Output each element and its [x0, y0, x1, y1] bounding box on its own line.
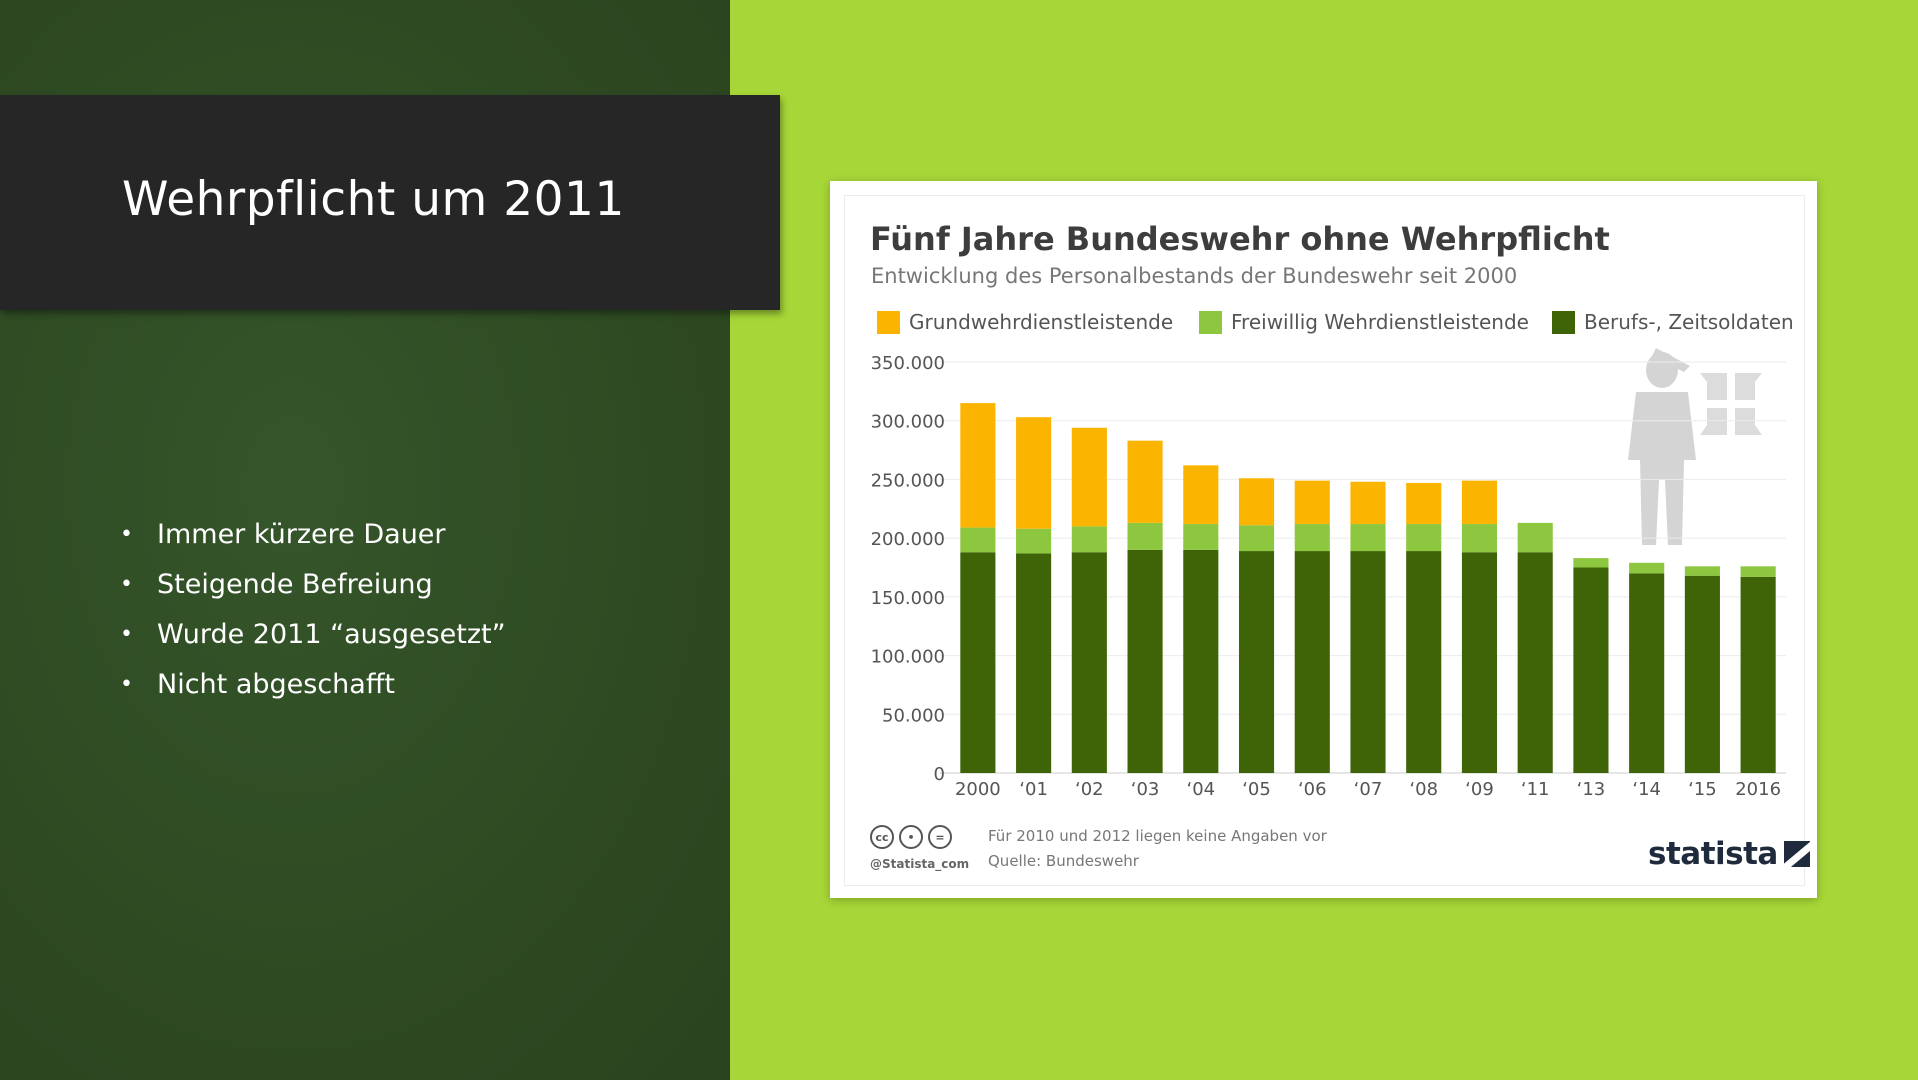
legend-label-freiwillig: Freiwillig Wehrdienstleistende: [1231, 310, 1529, 334]
bar-segment: [1350, 481, 1386, 525]
bar-segment: [1183, 524, 1219, 550]
x-tick-label: 2016: [1735, 779, 1781, 800]
cc-icon: cc: [870, 825, 894, 849]
bar-segment: [1406, 551, 1442, 773]
bar-segment: [1517, 522, 1553, 553]
bar-segment: [1350, 551, 1386, 773]
x-tick-label: ‘05: [1242, 779, 1271, 800]
y-tick-label: 50.000: [882, 705, 945, 726]
bullet-item: Immer kürzere Dauer: [120, 510, 506, 560]
bar-segment: [1684, 575, 1720, 773]
legend-swatch-grundwehr: [877, 310, 900, 334]
bar-segment: [1684, 566, 1720, 576]
chart-subtitle: Entwicklung des Personalbestands der Bun…: [871, 264, 1518, 288]
soldier-silhouette-icon: [1628, 392, 1696, 545]
bar-segment: [1740, 576, 1776, 773]
bar-segment: [1071, 552, 1107, 773]
slide-title: Wehrpflicht um 2011: [122, 172, 625, 227]
bar-segment: [1294, 524, 1330, 552]
bar-segment: [1629, 573, 1665, 773]
x-tick-label: ‘06: [1298, 779, 1327, 800]
bar-segment: [1016, 528, 1052, 554]
x-tick-label: ‘01: [1019, 779, 1048, 800]
title-bar: [0, 95, 780, 310]
bar-chart: 0 50.000 100.000 150.000 200.000 250.000 300.0…: [871, 348, 1786, 800]
license-icons: cc • =: [870, 825, 952, 849]
x-tick-label: 2000: [955, 779, 1001, 800]
chart-footnote: Für 2010 und 2012 liegen keine Angaben v…: [988, 827, 1327, 845]
bar-segment: [1461, 552, 1498, 773]
y-tick-label: 350.000: [871, 353, 945, 374]
x-tick-label: ‘15: [1688, 779, 1717, 800]
bullet-item: Nicht abgeschafft: [120, 660, 506, 710]
x-tick-label: ‘02: [1075, 779, 1104, 800]
x-tick-label: ‘13: [1577, 779, 1606, 800]
x-tick-label: ‘07: [1354, 779, 1383, 800]
x-tick-label: ‘08: [1409, 779, 1438, 800]
bar-segment: [1461, 480, 1498, 525]
bullet-list: Immer kürzere Dauer Steigende Befreiung …: [120, 510, 506, 710]
bar-segment: [1461, 524, 1498, 553]
chart-title: Fünf Jahre Bundeswehr ohne Wehrpflicht: [870, 220, 1610, 258]
bar-segment: [1238, 551, 1275, 773]
bar-segment: [1016, 417, 1052, 529]
legend-item-freiwillig: Freiwillig Wehrdienstleistende: [1199, 309, 1529, 335]
statista-handle: @Statista_com: [870, 857, 970, 871]
bar-segment: [1573, 567, 1609, 773]
bar-segment: [1127, 549, 1163, 773]
chart-source: Quelle: Bundeswehr: [988, 852, 1139, 870]
bar-segment: [1294, 551, 1330, 773]
statista-mark-icon: [1783, 841, 1810, 867]
statista-wordmark: statista: [1648, 836, 1778, 872]
bar-segment: [1573, 558, 1609, 568]
legend-item-grundwehr: Grundwehrdienstleistende: [877, 309, 1173, 335]
y-tick-label: 300.000: [871, 412, 945, 433]
bar-segment: [1016, 553, 1052, 773]
bar-segment: [1127, 440, 1163, 523]
bar-segment: [1406, 482, 1442, 525]
x-tick-label: ‘04: [1186, 779, 1215, 800]
y-tick-label: 0: [934, 764, 945, 785]
iron-cross-divider: [1700, 400, 1762, 408]
legend-label-berufs: Berufs-, Zeitsoldaten: [1584, 310, 1794, 334]
bar-segment: [1071, 526, 1107, 553]
x-tick-label: ‘11: [1521, 779, 1550, 800]
bar-segment: [1183, 549, 1219, 773]
y-tick-label: 200.000: [871, 529, 945, 550]
legend-item-berufs: Berufs-, Zeitsoldaten: [1552, 309, 1794, 335]
bar-segment: [1517, 552, 1553, 773]
bar-segment: [1350, 524, 1386, 552]
bar-segment: [1183, 465, 1219, 525]
x-tick-label: ‘03: [1131, 779, 1160, 800]
y-tick-label: 250.000: [871, 470, 945, 491]
legend-swatch-berufs: [1552, 310, 1575, 334]
x-tick-label: ‘14: [1632, 779, 1661, 800]
y-tick-label: 100.000: [871, 647, 945, 668]
nd-icon: =: [928, 825, 952, 849]
statista-logo: statista: [1648, 836, 1810, 872]
bullet-item: Steigende Befreiung: [120, 560, 506, 610]
chart-legend: Grundwehrdienstleistende Freiwillig Wehr…: [877, 309, 1794, 335]
soldier-salute-icon: [1652, 348, 1690, 372]
bar-segment: [960, 403, 996, 528]
legend-swatch-freiwillig: [1199, 310, 1222, 334]
bar-segment: [1071, 427, 1107, 527]
bar-segment: [1127, 522, 1163, 550]
bar-segment: [960, 552, 996, 773]
x-tick-label: ‘09: [1465, 779, 1494, 800]
bar-segment: [1629, 562, 1665, 574]
bullet-item: Wurde 2011 “ausgesetzt”: [120, 610, 506, 660]
bar-segment: [1294, 480, 1330, 525]
by-icon: •: [899, 825, 923, 849]
legend-label-grundwehr: Grundwehrdienstleistende: [909, 310, 1174, 334]
bar-segment: [960, 527, 996, 553]
bar-segment: [1238, 525, 1275, 552]
bar-segment: [1238, 478, 1275, 526]
bar-segment: [1740, 566, 1776, 577]
y-tick-label: 150.000: [871, 588, 945, 609]
bar-segment: [1406, 524, 1442, 552]
